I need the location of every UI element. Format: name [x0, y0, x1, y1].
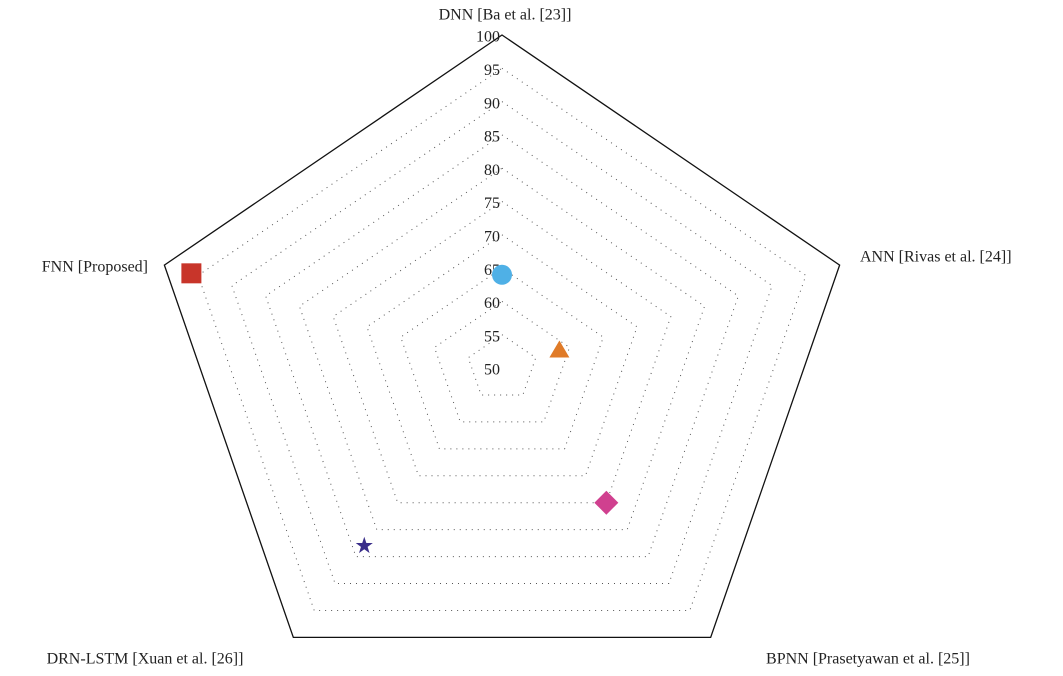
marker: [355, 536, 373, 554]
r-tick-label: 70: [484, 228, 500, 245]
r-tick-label: 85: [484, 129, 500, 146]
grid-ring: [366, 234, 638, 477]
grid-ring: [332, 200, 672, 504]
axis-label: ANN [Rivas et al. [24]]: [860, 249, 1012, 266]
grid-ring: [265, 134, 739, 558]
outer-frame: [163, 34, 841, 639]
marker: [549, 340, 570, 358]
marker: [492, 264, 512, 285]
grid-ring: [197, 67, 807, 611]
r-tick-label: 100: [476, 29, 500, 46]
r-tick-label: 50: [484, 362, 500, 379]
r-tick-label: 75: [484, 195, 500, 212]
axis-label: FNN [Proposed]: [42, 259, 148, 276]
r-tick-label: 55: [484, 328, 500, 345]
axis-label: BPNN [Prasetyawan et al. [25]]: [766, 651, 970, 668]
r-tick-label: 60: [484, 295, 500, 312]
marker: [594, 490, 619, 515]
marker: [181, 263, 202, 284]
r-tick-label: 80: [484, 162, 500, 179]
axis-label: DRN-LSTM [Xuan et al. [26]]: [47, 651, 244, 668]
grid-ring: [298, 167, 706, 531]
axis-label: DNN [Ba et al. [23]]: [439, 7, 572, 24]
grid-ring: [400, 267, 604, 450]
grid-ring: [231, 100, 773, 585]
grid-ring: [433, 300, 571, 423]
r-tick-label: 95: [484, 62, 500, 79]
r-tick-label: 90: [484, 95, 500, 112]
grid-ring: [467, 334, 537, 396]
